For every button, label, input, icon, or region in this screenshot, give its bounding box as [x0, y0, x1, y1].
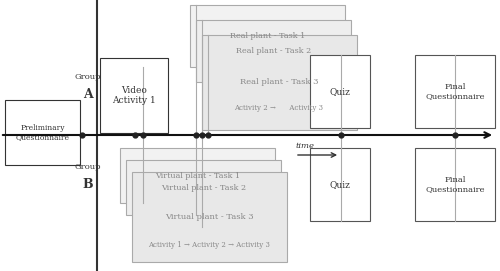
Text: Real plant - Task 3: Real plant - Task 3 — [240, 79, 319, 86]
FancyBboxPatch shape — [132, 172, 287, 262]
Text: Final
Questionnaire: Final Questionnaire — [425, 83, 485, 100]
Text: Quiz: Quiz — [330, 180, 350, 189]
FancyBboxPatch shape — [100, 58, 168, 133]
FancyBboxPatch shape — [415, 148, 495, 221]
Text: Real plant - Task 1: Real plant - Task 1 — [230, 32, 305, 40]
Text: Real plant - Task 2: Real plant - Task 2 — [236, 47, 311, 55]
Text: Activity 2 →      Activity 3: Activity 2 → Activity 3 — [234, 104, 324, 112]
Text: Quiz: Quiz — [330, 87, 350, 96]
Text: Activity 1 → Activity 2 → Activity 3: Activity 1 → Activity 2 → Activity 3 — [148, 241, 270, 249]
Text: Virtual plant - Task 2: Virtual plant - Task 2 — [161, 183, 246, 192]
FancyBboxPatch shape — [310, 55, 370, 128]
FancyBboxPatch shape — [196, 20, 351, 82]
FancyBboxPatch shape — [120, 148, 275, 203]
FancyBboxPatch shape — [190, 5, 345, 67]
Text: Virtual plant - Task 1: Virtual plant - Task 1 — [155, 172, 240, 179]
FancyBboxPatch shape — [126, 160, 281, 215]
Text: B: B — [82, 178, 94, 191]
FancyBboxPatch shape — [5, 100, 80, 165]
Text: Group: Group — [75, 163, 101, 171]
FancyBboxPatch shape — [310, 148, 370, 221]
Text: A: A — [83, 88, 93, 101]
Text: time: time — [296, 142, 315, 150]
Text: Group: Group — [75, 73, 101, 81]
Text: Video
Activity 1: Video Activity 1 — [112, 86, 156, 105]
FancyBboxPatch shape — [415, 55, 495, 128]
Text: Final
Questionnaire: Final Questionnaire — [425, 176, 485, 193]
Text: Preliminary
Questionnaire: Preliminary Questionnaire — [16, 124, 70, 141]
Text: Virtual plant - Task 3: Virtual plant - Task 3 — [165, 213, 254, 221]
FancyBboxPatch shape — [202, 35, 357, 130]
